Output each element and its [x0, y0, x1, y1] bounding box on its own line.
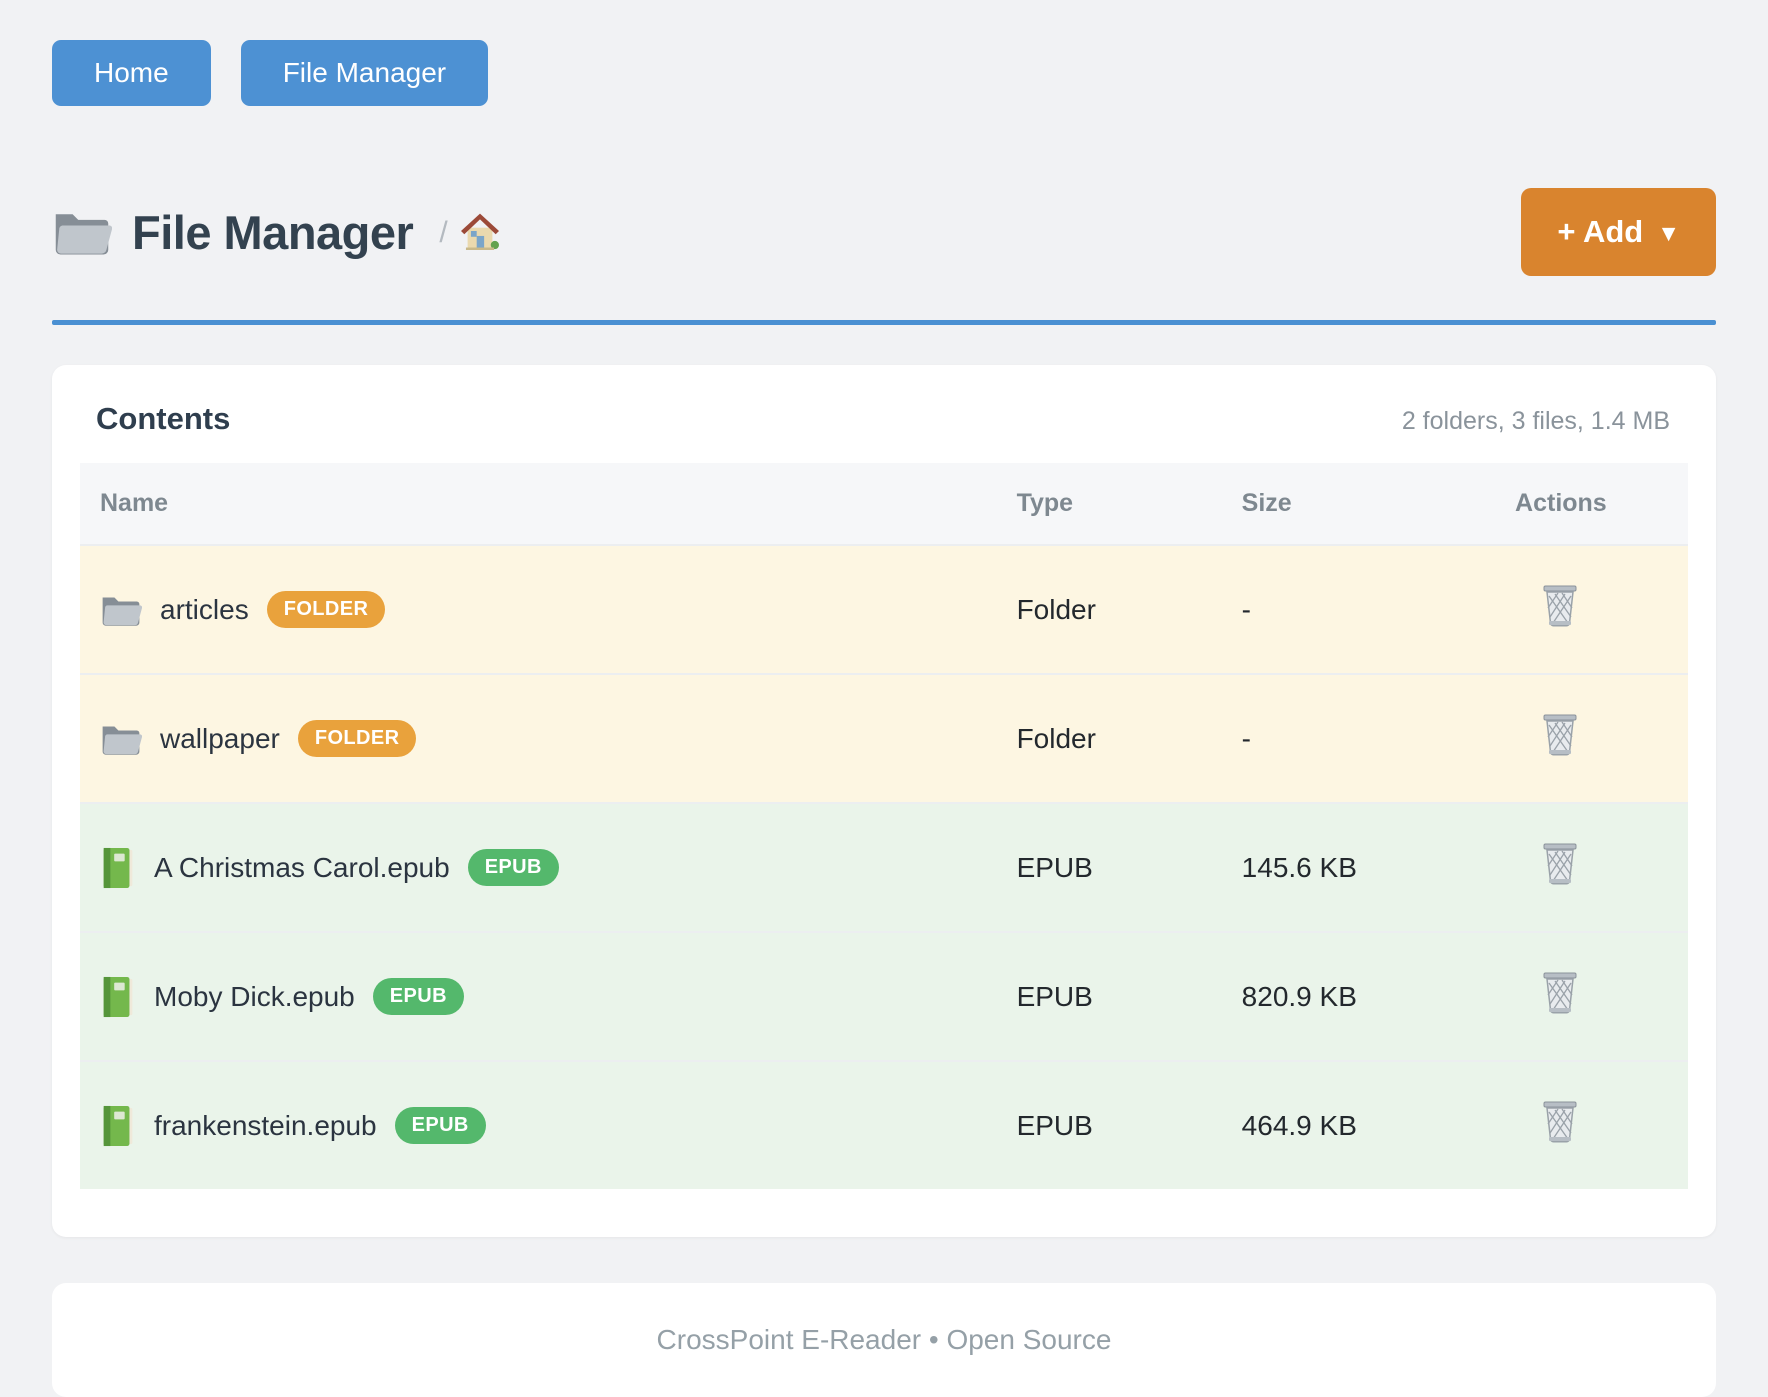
delete-button[interactable]	[1541, 584, 1579, 628]
breadcrumb: /	[433, 212, 499, 252]
trash-icon	[1543, 714, 1577, 756]
file-size: 820.9 KB	[1241, 980, 1357, 1012]
epub-badge: EPUB	[394, 1107, 486, 1144]
file-type: Folder	[1016, 593, 1096, 625]
top-nav: Home File Manager	[52, 40, 1716, 106]
file-name[interactable]: A Christmas Carol.epub	[154, 851, 450, 883]
footer-text: CrossPoint E-Reader • Open Source	[656, 1324, 1112, 1355]
trash-icon	[1543, 843, 1577, 885]
nav-button-file-manager[interactable]: File Manager	[240, 40, 489, 106]
file-table: Name Type Size Actions articles	[80, 463, 1688, 1189]
green-book-icon	[103, 847, 133, 888]
column-header-actions: Actions	[1495, 463, 1688, 545]
file-size: -	[1241, 593, 1251, 625]
green-book-icon	[103, 1105, 133, 1146]
folder-badge: FOLDER	[297, 720, 417, 757]
contents-card-header: Contents 2 folders, 3 files, 1.4 MB	[80, 401, 1688, 437]
trash-icon	[1543, 1101, 1577, 1143]
contents-heading: Contents	[96, 401, 231, 436]
add-button-label: + Add	[1557, 214, 1644, 249]
column-header-type: Type	[996, 463, 1222, 545]
file-name[interactable]: wallpaper	[160, 722, 280, 754]
epub-badge: EPUB	[372, 978, 464, 1015]
green-book-icon	[103, 976, 133, 1017]
nav-button-home[interactable]: Home	[52, 40, 211, 106]
contents-card: Contents 2 folders, 3 files, 1.4 MB Name…	[52, 365, 1716, 1237]
file-name[interactable]: frankenstein.epub	[154, 1109, 377, 1141]
folder-icon	[55, 214, 112, 255]
table-row-wallpaper: wallpaper FOLDER Folder -	[80, 674, 1688, 803]
file-size: 145.6 KB	[1241, 851, 1357, 883]
file-name[interactable]: articles	[160, 593, 249, 625]
trash-icon	[1543, 585, 1577, 627]
file-type: EPUB	[1016, 851, 1093, 883]
footer: CrossPoint E-Reader • Open Source	[52, 1283, 1716, 1397]
delete-button[interactable]	[1541, 1100, 1579, 1144]
table-header-row: Name Type Size Actions	[80, 463, 1688, 545]
folder-badge: FOLDER	[266, 591, 386, 628]
page-title: File Manager	[132, 205, 414, 259]
file-name[interactable]: Moby Dick.epub	[154, 980, 355, 1012]
file-type: EPUB	[1016, 980, 1093, 1012]
contents-summary: 2 folders, 3 files, 1.4 MB	[1401, 407, 1670, 435]
caret-down-icon: ▼	[1657, 220, 1680, 246]
table-row-christmas-carol: A Christmas Carol.epub EPUB EPUB 145.6 K…	[80, 803, 1688, 932]
folder-icon	[102, 726, 142, 755]
add-button[interactable]: + Add ▼	[1521, 188, 1716, 276]
file-size: -	[1241, 722, 1251, 754]
epub-badge: EPUB	[467, 849, 559, 886]
folder-icon	[102, 597, 142, 626]
house-icon[interactable]	[460, 212, 500, 250]
trash-icon	[1543, 972, 1577, 1014]
table-row-moby-dick: Moby Dick.epub EPUB EPUB 820.9 KB	[80, 932, 1688, 1061]
delete-button[interactable]	[1541, 842, 1579, 886]
delete-button[interactable]	[1541, 971, 1579, 1015]
table-row-articles: articles FOLDER Folder -	[80, 545, 1688, 674]
file-size: 464.9 KB	[1241, 1109, 1357, 1141]
title-group: File Manager /	[52, 205, 500, 260]
file-type: Folder	[1016, 722, 1096, 754]
table-row-frankenstein: frankenstein.epub EPUB EPUB 464.9 KB	[80, 1061, 1688, 1189]
column-header-name: Name	[80, 463, 997, 545]
breadcrumb-separator: /	[439, 216, 448, 249]
delete-button[interactable]	[1541, 713, 1579, 757]
column-header-size: Size	[1221, 463, 1496, 545]
file-type: EPUB	[1016, 1109, 1093, 1141]
page-header: File Manager / + Add ▼	[52, 188, 1716, 276]
header-divider	[52, 320, 1716, 325]
